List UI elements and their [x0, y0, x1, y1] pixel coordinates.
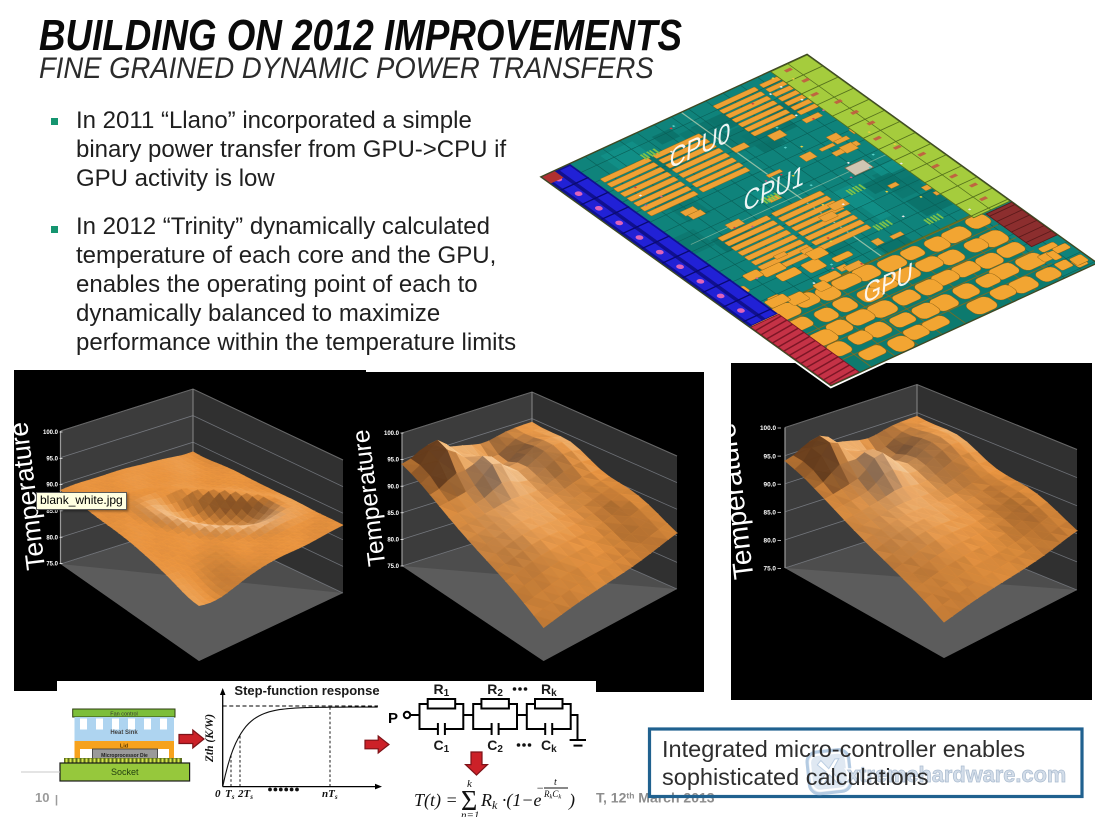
- svg-text:85.0: 85.0: [764, 510, 777, 517]
- svg-text:Zth (K/W): Zth (K/W): [204, 714, 216, 763]
- svg-text:−: −: [536, 781, 544, 795]
- svg-text:RkCk: RkCk: [543, 789, 561, 801]
- svg-text:95.0: 95.0: [46, 456, 58, 462]
- svg-text:95.0: 95.0: [764, 453, 777, 460]
- svg-text:xtremehardware.com: xtremehardware.com: [847, 762, 1066, 787]
- svg-text:95.0: 95.0: [387, 458, 399, 464]
- svg-text:k: k: [467, 778, 473, 790]
- svg-text:100.0: 100.0: [43, 430, 59, 436]
- svg-text:Rk ·(1−e: Rk ·(1−e: [480, 790, 541, 812]
- svg-text:100.0: 100.0: [384, 431, 400, 437]
- svg-text:Ts: Ts: [225, 788, 235, 801]
- svg-text:90.0: 90.0: [387, 484, 399, 490]
- svg-text:85.0: 85.0: [387, 511, 399, 517]
- svg-text:Fan control: Fan control: [110, 712, 138, 718]
- svg-text:100.0: 100.0: [760, 425, 776, 432]
- svg-text:T(t) =: T(t) =: [414, 790, 458, 811]
- svg-text:Lid: Lid: [120, 744, 128, 750]
- svg-text:t: t: [554, 777, 557, 788]
- svg-text:75.0: 75.0: [46, 562, 58, 568]
- svg-text:75.0: 75.0: [764, 566, 777, 573]
- svg-text:P: P: [388, 710, 398, 727]
- svg-text:): ): [568, 790, 575, 811]
- svg-text:90.0: 90.0: [764, 481, 777, 488]
- svg-text:n=1: n=1: [461, 810, 479, 817]
- svg-text:Socket: Socket: [111, 767, 139, 777]
- svg-text:0: 0: [215, 788, 221, 800]
- svg-text:10: 10: [35, 790, 49, 805]
- svg-text:Step-function response: Step-function response: [234, 683, 379, 698]
- svg-text:xtremehardware.com: xtremehardware.com: [847, 762, 1066, 787]
- svg-text:80.0: 80.0: [764, 538, 777, 545]
- svg-text:80.0: 80.0: [387, 538, 399, 544]
- svg-text:85.0: 85.0: [46, 509, 58, 515]
- svg-text:2Ts: 2Ts: [237, 788, 253, 801]
- svg-text:Heat Sink: Heat Sink: [110, 730, 138, 736]
- svg-text:80.0: 80.0: [46, 535, 58, 541]
- svg-text:75.0: 75.0: [387, 564, 399, 570]
- svg-text:90.0: 90.0: [46, 483, 58, 489]
- svg-text:Microprocessor Die: Microprocessor Die: [101, 753, 148, 759]
- svg-text:nTs: nTs: [322, 788, 338, 801]
- svg-text:Σ: Σ: [461, 786, 477, 817]
